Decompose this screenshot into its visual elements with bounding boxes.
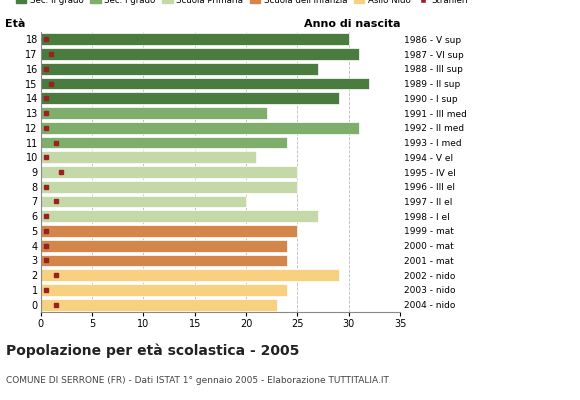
Text: Anno di nascita: Anno di nascita	[304, 19, 400, 29]
Bar	[41, 92, 339, 104]
Bar	[41, 254, 287, 266]
Text: Popolazione per età scolastica - 2005: Popolazione per età scolastica - 2005	[6, 344, 299, 358]
Bar	[41, 210, 318, 222]
Legend: Sec. II grado, Sec. I grado, Scuola Primaria, Scuola dell'Infanzia, Asilo Nido, : Sec. II grado, Sec. I grado, Scuola Prim…	[13, 0, 472, 9]
Bar	[41, 166, 298, 178]
Bar	[41, 196, 246, 207]
Bar	[41, 34, 349, 45]
Text: Età: Età	[5, 19, 25, 29]
Bar	[41, 107, 267, 119]
Bar	[41, 299, 277, 310]
Bar	[41, 284, 287, 296]
Bar	[41, 122, 359, 134]
Bar	[41, 48, 359, 60]
Text: COMUNE DI SERRONE (FR) - Dati ISTAT 1° gennaio 2005 - Elaborazione TUTTITALIA.IT: COMUNE DI SERRONE (FR) - Dati ISTAT 1° g…	[6, 376, 389, 385]
Bar	[41, 151, 256, 163]
Bar	[41, 181, 298, 193]
Bar	[41, 78, 369, 90]
Bar	[41, 63, 318, 75]
Bar	[41, 240, 287, 252]
Bar	[41, 137, 287, 148]
Bar	[41, 225, 298, 237]
Bar	[41, 269, 339, 281]
